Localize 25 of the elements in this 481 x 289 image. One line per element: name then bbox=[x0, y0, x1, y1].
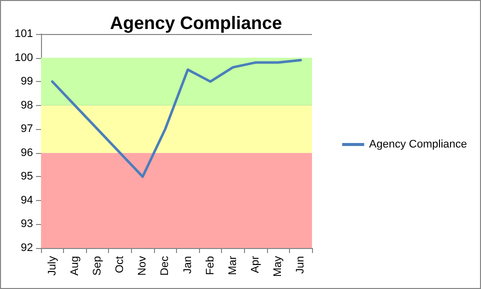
x-tick-label: Apr bbox=[250, 256, 262, 274]
y-tick-label: 97 bbox=[20, 123, 33, 136]
y-tick-label: 100 bbox=[14, 52, 33, 64]
y-tick-label: 95 bbox=[20, 170, 33, 183]
x-tick-label: Feb bbox=[204, 256, 216, 275]
legend-label: Agency Compliance bbox=[369, 138, 468, 150]
y-tick-label: 92 bbox=[20, 242, 33, 254]
x-tick-label: Nov bbox=[136, 256, 149, 276]
chart-title: Agency Compliance bbox=[110, 13, 282, 33]
x-tick-label: July bbox=[46, 256, 58, 276]
x-tick-label: Oct bbox=[114, 256, 126, 274]
y-tick-label: 94 bbox=[20, 194, 33, 206]
y-tick-label: 98 bbox=[20, 99, 33, 112]
x-tick-label: May bbox=[272, 256, 284, 277]
x-tick-label: Jun bbox=[294, 256, 307, 274]
y-tick-label: 99 bbox=[20, 76, 33, 88]
x-tick-label: Dec bbox=[159, 256, 172, 276]
line-series bbox=[51, 58, 302, 178]
y-tick-label: 101 bbox=[14, 28, 33, 40]
y-tick-label: 96 bbox=[20, 146, 33, 159]
x-tick-label: Mar bbox=[226, 256, 239, 275]
y-tick-label: 93 bbox=[20, 218, 33, 230]
x-tick-label: Sep bbox=[91, 256, 104, 276]
x-tick-label: Jan bbox=[182, 256, 194, 274]
x-tick-label: Aug bbox=[68, 256, 81, 276]
